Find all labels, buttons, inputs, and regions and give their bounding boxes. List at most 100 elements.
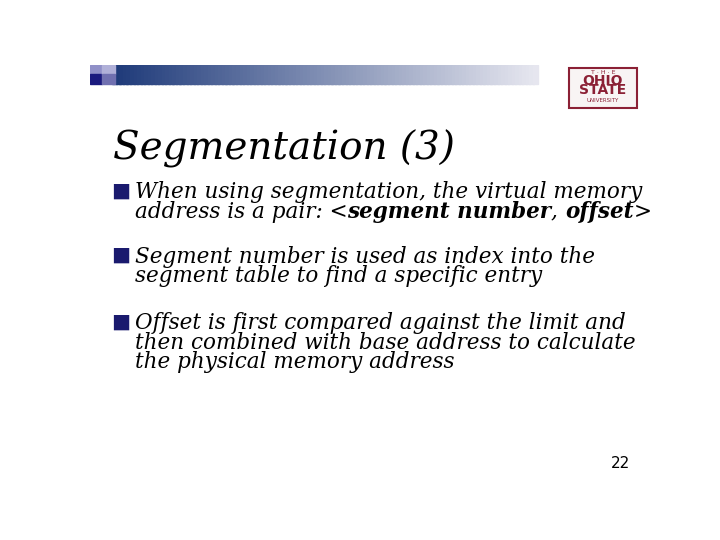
Bar [271, 65, 276, 84]
Text: ■: ■ [111, 181, 130, 200]
Bar [90, 74, 102, 84]
Bar [292, 65, 297, 84]
Bar [444, 65, 449, 84]
Bar [130, 65, 135, 84]
Bar [363, 65, 368, 84]
Bar [384, 65, 389, 84]
Bar [314, 65, 318, 84]
Text: When using segmentation, the virtual memory: When using segmentation, the virtual mem… [135, 181, 642, 203]
Bar [473, 65, 477, 84]
Bar [360, 65, 364, 84]
Bar [466, 65, 470, 84]
Bar [395, 65, 400, 84]
Bar [225, 65, 230, 84]
Bar [356, 65, 361, 84]
FancyBboxPatch shape [569, 68, 637, 109]
Bar [505, 65, 509, 84]
Bar [487, 65, 492, 84]
Text: Segmentation (3): Segmentation (3) [114, 129, 455, 168]
Bar [300, 65, 305, 84]
Bar [204, 65, 209, 84]
Bar [137, 65, 142, 84]
Bar [144, 65, 149, 84]
Bar [289, 65, 294, 84]
Bar [148, 65, 153, 84]
Bar [179, 65, 184, 84]
Bar [490, 65, 495, 84]
Text: ■: ■ [111, 312, 130, 331]
Text: ■: ■ [111, 246, 130, 265]
Bar [321, 65, 325, 84]
Bar [346, 65, 350, 84]
Bar [275, 65, 279, 84]
Bar [335, 65, 340, 84]
Text: 22: 22 [611, 456, 630, 471]
Bar [342, 65, 347, 84]
Bar [526, 65, 531, 84]
Text: segment number: segment number [347, 201, 552, 223]
Bar [533, 65, 538, 84]
Bar [253, 65, 258, 84]
Bar [413, 65, 418, 84]
Bar [102, 65, 114, 74]
Bar [522, 65, 527, 84]
Bar [498, 65, 502, 84]
Bar [405, 65, 410, 84]
Bar [374, 65, 379, 84]
Bar [477, 65, 481, 84]
Bar [172, 65, 177, 84]
Bar [120, 65, 124, 84]
Bar [264, 65, 269, 84]
Bar [349, 65, 354, 84]
Bar [268, 65, 272, 84]
Bar [90, 65, 102, 74]
Bar [402, 65, 407, 84]
Bar [151, 65, 156, 84]
Bar [501, 65, 505, 84]
Bar [229, 65, 233, 84]
Bar [494, 65, 499, 84]
Bar [459, 65, 463, 84]
Bar [307, 65, 311, 84]
Bar [296, 65, 301, 84]
Bar [236, 65, 240, 84]
Bar [183, 65, 188, 84]
Bar [208, 65, 212, 84]
Bar [211, 65, 216, 84]
Bar [233, 65, 237, 84]
Bar [483, 65, 488, 84]
Bar [366, 65, 372, 84]
Text: T · H · E: T · H · E [590, 70, 615, 75]
Bar [508, 65, 513, 84]
Bar [480, 65, 485, 84]
Bar [197, 65, 202, 84]
Bar [190, 65, 194, 84]
Text: STATE: STATE [579, 83, 626, 97]
Bar [240, 65, 244, 84]
Bar [166, 65, 170, 84]
Bar [409, 65, 414, 84]
Text: address is a pair: <: address is a pair: < [135, 201, 347, 223]
Bar [247, 65, 251, 84]
Bar [381, 65, 385, 84]
Bar [194, 65, 198, 84]
Bar [127, 65, 131, 84]
Bar [512, 65, 516, 84]
Bar [434, 65, 438, 84]
Bar [370, 65, 375, 84]
Text: segment table to find a specific entry: segment table to find a specific entry [135, 265, 541, 287]
Bar [133, 65, 138, 84]
Text: OHIO: OHIO [582, 74, 623, 88]
Bar [518, 65, 523, 84]
Bar [201, 65, 205, 84]
Text: UNIVERSITY: UNIVERSITY [587, 98, 619, 103]
Bar [303, 65, 308, 84]
Bar [158, 65, 163, 84]
Bar [318, 65, 322, 84]
Text: the physical memory address: the physical memory address [135, 352, 454, 373]
Bar [423, 65, 428, 84]
Bar [451, 65, 456, 84]
Bar [529, 65, 534, 84]
Bar [455, 65, 460, 84]
Bar [331, 65, 336, 84]
